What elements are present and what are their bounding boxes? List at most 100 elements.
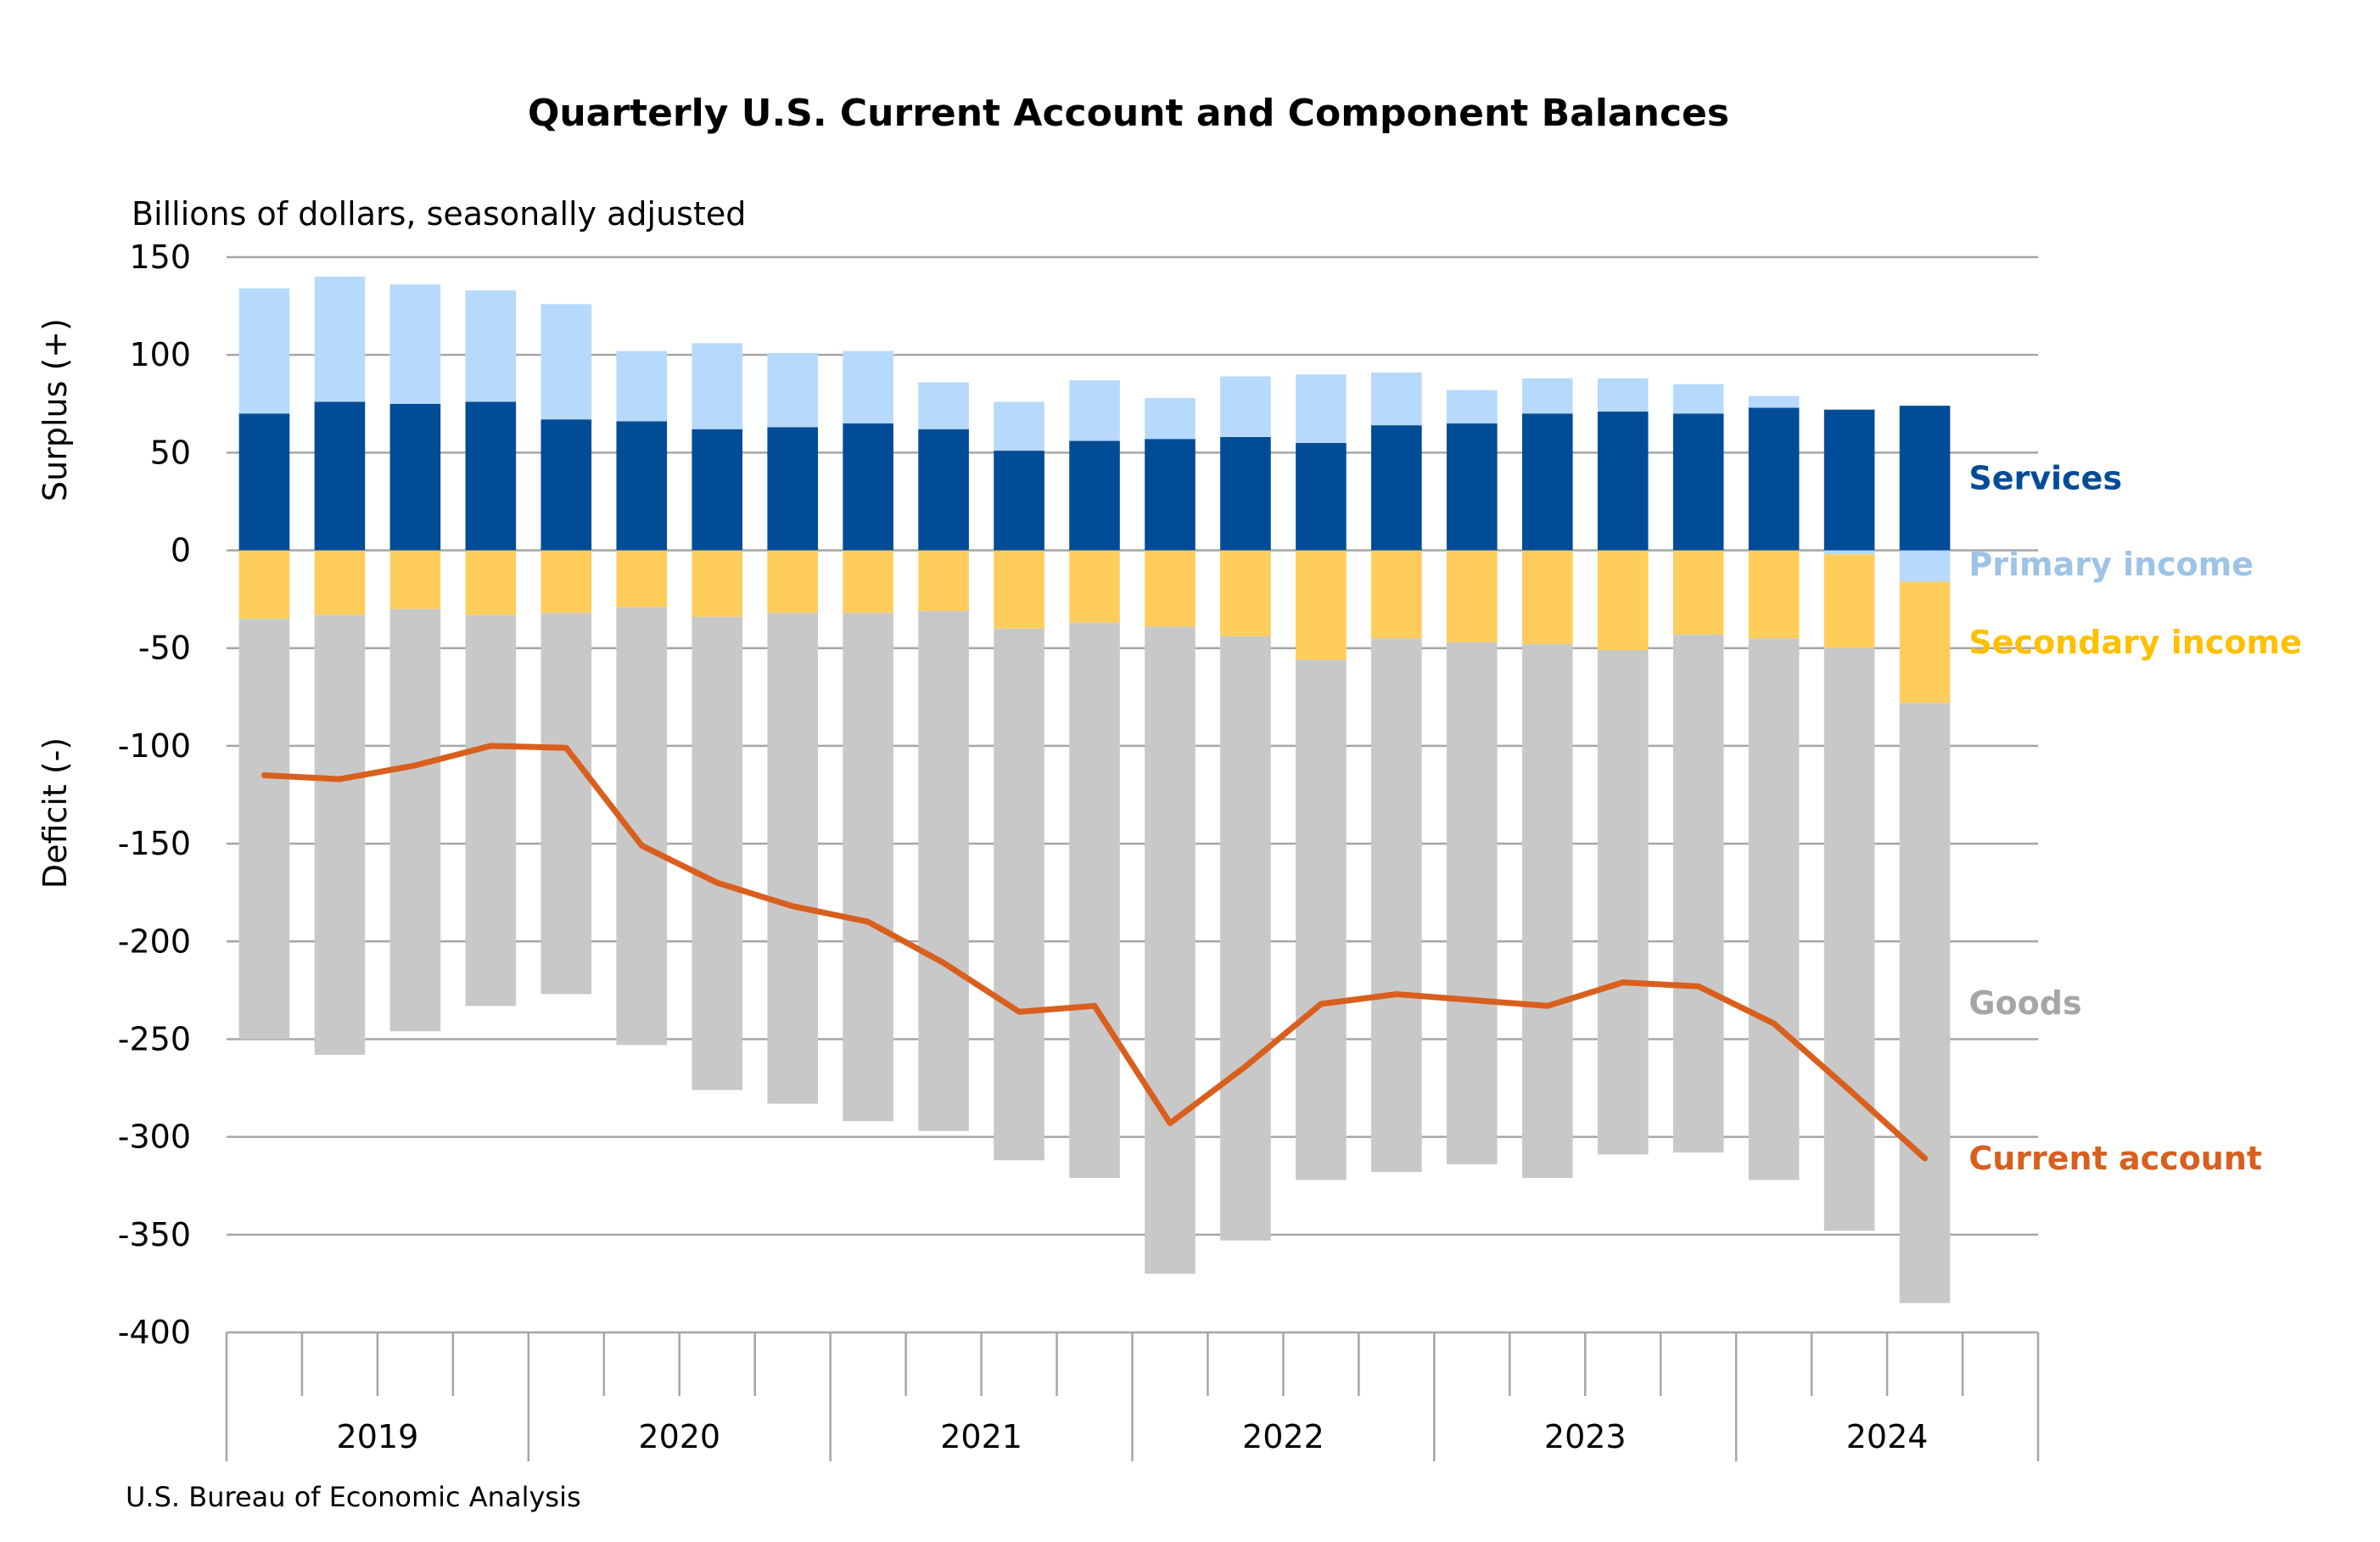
primary-income-bar <box>540 304 592 420</box>
primary-income-bar <box>1220 376 1271 437</box>
secondary-income-bar <box>1220 550 1271 636</box>
secondary-income-bar <box>1296 550 1347 660</box>
primary-income-bar <box>1371 372 1422 426</box>
y-tick-label: -50 <box>138 630 191 667</box>
primary-income-bar <box>1069 380 1120 441</box>
secondary-income-bar <box>616 550 668 608</box>
secondary-income-bar <box>767 550 818 614</box>
services-bar <box>1672 413 1724 551</box>
secondary-income-bar <box>1371 550 1422 639</box>
goods-bar <box>843 613 893 1122</box>
services-bar <box>389 403 441 551</box>
services-bar <box>843 423 893 551</box>
primary-income-bar <box>1296 374 1347 443</box>
services-bar <box>1145 439 1196 551</box>
goods-bar <box>767 613 818 1104</box>
primary-income-bar <box>1899 550 1951 582</box>
services-bar <box>1296 442 1347 551</box>
chart-subtitle: Billions of dollars, seasonally adjusted <box>132 195 746 233</box>
secondary-income-bar <box>389 550 441 609</box>
y-tick-label: -350 <box>118 1216 191 1253</box>
y-tick-label: -400 <box>118 1314 191 1351</box>
services-bar <box>465 401 517 551</box>
goods-bar <box>1521 644 1573 1179</box>
primary-income-bar <box>1597 378 1649 412</box>
y-tick-label: -300 <box>118 1119 191 1156</box>
services-bar <box>314 401 366 551</box>
services-bar <box>1748 407 1800 551</box>
goods-bar <box>1672 634 1724 1153</box>
primary-income-bar <box>465 290 517 402</box>
services-bar <box>1521 413 1573 551</box>
goods-bar <box>692 616 743 1091</box>
primary-income-bar <box>843 350 893 423</box>
x-axis: 2019 2020 2021 2022 2023 2024 <box>225 1331 2040 1461</box>
services-bar <box>238 413 290 551</box>
y-tick-label: 100 <box>129 336 191 373</box>
primary-income-bar <box>1145 397 1196 440</box>
primary-income-bar <box>918 382 969 429</box>
services-label: Services <box>1968 459 2122 496</box>
y-tick-label: -250 <box>118 1020 191 1057</box>
goods-bar <box>1823 648 1875 1231</box>
secondary-income-bar <box>238 550 290 620</box>
secondary-income-bar <box>314 550 366 615</box>
primary-income-bar <box>616 350 668 422</box>
secondary-income-bar <box>1899 581 1951 704</box>
goods-bar <box>1748 638 1800 1180</box>
secondary-income-bar <box>465 550 517 615</box>
year-label: 2024 <box>1846 1418 1929 1455</box>
year-label: 2020 <box>638 1418 720 1455</box>
secondary-income-bar <box>1145 550 1196 627</box>
primary-income-bar <box>994 401 1044 451</box>
goods-bar <box>1899 703 1951 1304</box>
goods-bar <box>1296 659 1347 1180</box>
year-label: 2019 <box>337 1418 419 1455</box>
services-bar <box>540 419 592 551</box>
secondary-income-bar <box>918 550 969 611</box>
goods-bar <box>918 610 969 1131</box>
y-axis-tick-labels: 150 100 50 0 -50 -100 -150 -200 -250 -300 -350 -400 <box>118 238 191 1351</box>
secondary-income-bar <box>1521 550 1573 645</box>
y-axis-label-deficit: Deficit (-) <box>36 737 74 889</box>
primary-income-bar <box>238 288 290 414</box>
goods-bar <box>1597 650 1649 1155</box>
goods-bar <box>994 628 1044 1161</box>
primary-income-bar <box>767 352 818 428</box>
primary-income-bar <box>1748 395 1800 408</box>
services-bar <box>1899 406 1951 551</box>
y-axis-label-surplus: Surplus (+) <box>36 318 74 502</box>
goods-bar <box>465 614 517 1007</box>
secondary-income-bar <box>994 550 1044 629</box>
primary-income-label: Primary income <box>1968 546 2254 583</box>
y-tick-label: -200 <box>118 922 191 960</box>
primary-income-bar <box>314 277 366 402</box>
y-tick-label: 0 <box>171 532 191 569</box>
secondary-income-bar <box>1748 550 1800 639</box>
services-bar <box>1447 423 1498 551</box>
secondary-income-bar <box>1447 550 1498 642</box>
primary-income-bar <box>1672 384 1724 414</box>
y-tick-label: -100 <box>118 727 191 765</box>
services-bar <box>918 429 969 551</box>
secondary-income-bar <box>540 550 592 614</box>
services-bar <box>616 421 668 551</box>
goods-bar <box>238 619 290 1040</box>
goods-bar <box>540 613 592 995</box>
services-bar <box>767 427 818 551</box>
y-tick-label: 50 <box>150 434 191 471</box>
secondary-income-bar <box>1672 550 1724 635</box>
secondary-income-bar <box>843 550 893 614</box>
services-bar <box>1823 409 1875 551</box>
secondary-income-label: Secondary income <box>1968 624 2302 661</box>
bar-series <box>238 277 1951 1304</box>
goods-bar <box>314 614 366 1055</box>
primary-income-bar <box>1447 390 1498 423</box>
year-label: 2021 <box>940 1418 1022 1455</box>
goods-bar <box>1447 642 1498 1164</box>
series-labels: Services Primary income Secondary income Go… <box>1968 459 2302 1177</box>
secondary-income-bar <box>1823 554 1875 648</box>
goods-bar <box>1220 636 1271 1241</box>
current-account-line-series <box>261 743 1929 1162</box>
